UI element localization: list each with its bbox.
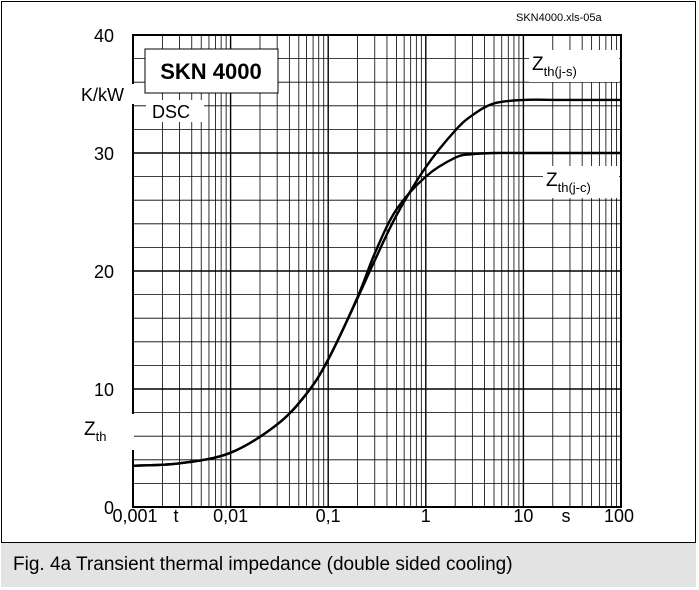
y-unit: K/kW: [81, 85, 124, 105]
series-label-2: Zth(j-c): [543, 166, 619, 198]
chart-svg: 0 10 20 30 40 0,001 0,01 0,1 1 10 100 SKN4000.xls-…: [80, 12, 634, 526]
x-tick-label: 100: [604, 506, 634, 526]
legend-title-box: [144, 48, 279, 94]
x-symbol: t: [173, 506, 178, 526]
x-tick-label: 1: [421, 506, 431, 526]
y-symbol: Zth: [84, 419, 106, 444]
series-label-1-text: Zth(j-s): [532, 54, 577, 79]
y-tick-label: 40: [94, 26, 114, 46]
x-tick-label: 10: [513, 506, 533, 526]
figure-caption: Fig. 4a Transient thermal impedance (dou…: [13, 554, 513, 575]
legend-subtitle: DSC: [152, 102, 190, 122]
y-symbol-mask: [82, 414, 134, 450]
tick-labels: 0 10 20 30 40 0,001 0,01 0,1 1 10 100: [94, 26, 634, 526]
legend-box: SKN 4000 DSC: [144, 48, 279, 122]
series-label-2-mask: [543, 166, 619, 198]
grid: [132, 34, 621, 508]
series-line-2: [132, 151, 621, 467]
caption-bar: Fig. 4a Transient thermal impedance (dou…: [1, 542, 696, 587]
legend-title: SKN 4000: [160, 59, 262, 84]
x-tick-label: 0,1: [316, 506, 341, 526]
y-tick-label: 30: [94, 144, 114, 164]
x-tick-label: 0,01: [213, 506, 248, 526]
plot-frame: [132, 34, 622, 508]
file-tag: SKN4000.xls-05a: [516, 12, 602, 24]
y-tick-label: 20: [94, 262, 114, 282]
series-layer: [132, 98, 621, 467]
series-line-1: [132, 98, 621, 467]
y-tick-label: 10: [94, 380, 114, 400]
legend-subtitle-box: [146, 100, 204, 122]
series-label-2-text: Zth(j-c): [546, 170, 591, 195]
y-tick-label: 0: [104, 498, 114, 518]
series-label-1-mask: [529, 50, 619, 82]
x-unit: s: [562, 506, 571, 526]
series-label-1: Zth(j-s): [529, 50, 619, 82]
y-unit-mask: [80, 84, 140, 104]
x-tick-label: 0,001: [112, 506, 157, 526]
